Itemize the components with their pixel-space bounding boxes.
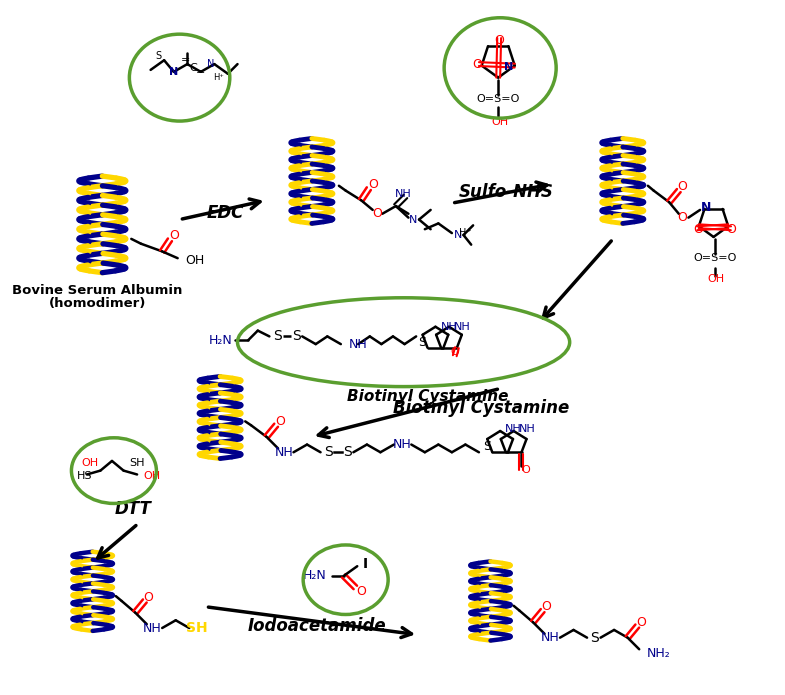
Text: O: O [726,222,736,236]
Text: OH: OH [185,254,205,267]
Text: NH: NH [454,322,471,332]
Text: NH: NH [349,338,367,350]
Text: O: O [367,179,378,191]
Text: Biotinyl Cystamine: Biotinyl Cystamine [392,399,569,417]
Text: SH: SH [130,458,145,468]
Text: O=S=O: O=S=O [476,94,520,104]
Text: O: O [677,180,688,193]
Text: O: O [495,35,504,47]
Text: O: O [275,415,285,428]
Text: SH: SH [186,621,208,635]
Text: NH: NH [519,424,535,434]
Text: S: S [343,445,352,459]
Text: S: S [272,329,282,343]
Text: S: S [292,329,301,343]
Text: OH: OH [707,275,724,284]
Text: H⁺: H⁺ [459,228,472,238]
Text: O: O [636,616,646,629]
Text: S: S [418,336,426,349]
Text: O: O [144,591,154,603]
Text: S: S [324,445,333,459]
Text: OH: OH [491,117,509,127]
Text: DTT: DTT [115,500,152,518]
Text: HS: HS [77,471,93,482]
Text: Iodoacetamide: Iodoacetamide [247,617,386,635]
Text: O: O [472,58,482,71]
Text: (homodimer): (homodimer) [49,297,146,310]
Text: O: O [356,584,366,598]
Text: Sulfo-NHS: Sulfo-NHS [458,183,553,201]
Text: NH: NH [395,190,412,199]
Text: NH: NH [392,438,411,451]
Text: EDC: EDC [206,204,243,222]
Text: N: N [409,215,418,224]
Text: =: = [196,67,206,77]
Text: O: O [693,222,703,236]
Text: O: O [373,207,382,220]
Text: H₂N: H₂N [302,569,327,582]
Text: H₂N: H₂N [209,334,232,347]
Text: H⁺: H⁺ [213,73,224,82]
Text: Bovine Serum Albumin: Bovine Serum Albumin [13,284,183,297]
Text: =: = [181,55,190,65]
Text: O: O [451,347,459,357]
Text: O: O [521,465,530,475]
Text: N: N [701,202,711,215]
Text: NH₂: NH₂ [647,646,670,660]
Text: NH: NH [440,322,458,332]
Text: S: S [483,440,491,453]
Text: NH: NH [506,424,522,434]
Text: O: O [169,229,179,243]
Text: NH: NH [541,631,560,644]
Text: OH: OH [143,471,160,482]
Text: N: N [206,59,214,69]
Text: N: N [169,67,178,77]
Text: OH: OH [82,458,98,468]
Text: I: I [363,557,367,571]
Text: O: O [542,600,551,613]
Text: N: N [454,230,462,240]
Text: C: C [189,63,197,73]
Text: O=S=O: O=S=O [694,253,737,263]
Text: NH: NH [143,621,162,635]
Text: N: N [504,62,513,72]
Text: O: O [677,211,688,224]
Text: S: S [590,630,599,645]
Text: S: S [155,51,162,61]
Text: NH: NH [275,445,294,459]
Text: Biotinyl Cystamine: Biotinyl Cystamine [347,389,509,404]
